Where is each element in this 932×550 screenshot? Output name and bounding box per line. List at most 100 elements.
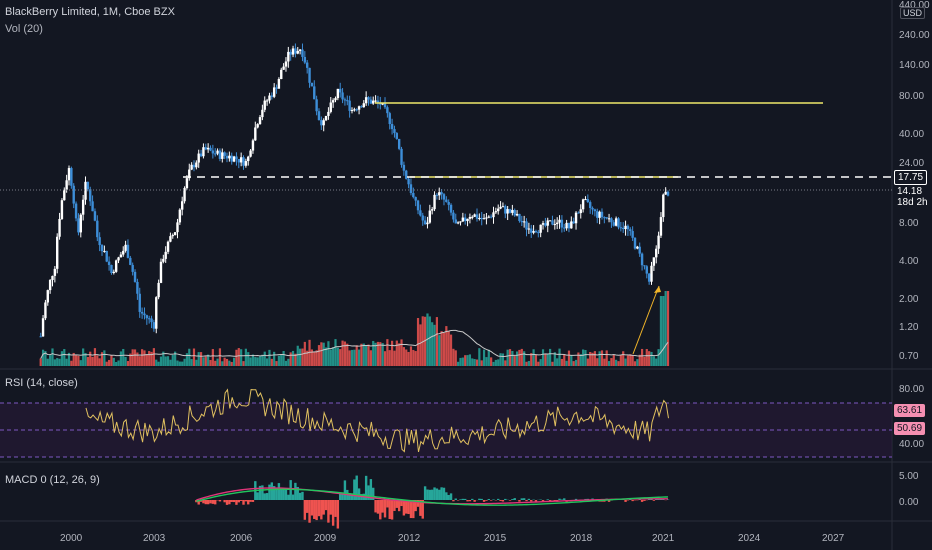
volume-bar <box>261 354 264 366</box>
rsi-axis[interactable]: 80.00 40.00 <box>899 384 924 450</box>
macd-histogram-bar <box>339 493 342 500</box>
price-axis[interactable]: 440.00 240.00 140.00 80.00 40.00 24.00 8… <box>899 0 930 362</box>
macd-histogram-bar <box>301 491 304 500</box>
candle-body <box>110 264 113 273</box>
macd-histogram-bar <box>480 498 483 500</box>
candle-body <box>353 109 356 111</box>
candle-body <box>150 318 153 323</box>
candle-body <box>619 227 623 229</box>
macd-histogram-bar <box>369 479 373 500</box>
volume-bar <box>322 342 325 366</box>
volume-bar <box>471 358 474 366</box>
volume-bar <box>570 355 573 366</box>
volume-bar <box>110 355 113 366</box>
volume-bar <box>51 348 54 366</box>
macd-histogram-bar <box>574 498 578 500</box>
time-axis[interactable]: 2000 2003 2006 2009 2012 2015 2018 2021 … <box>60 533 845 544</box>
symbol-title[interactable]: BlackBerry Limited, 1M, Cboe BZX <box>5 6 175 18</box>
volume-bar <box>518 349 521 366</box>
macd-histogram-bar <box>228 500 231 505</box>
candle-body <box>565 222 568 229</box>
volume-bar <box>350 349 354 366</box>
candle-body <box>520 220 523 223</box>
candle-body <box>81 199 85 215</box>
candle-body <box>423 220 427 225</box>
macd-histogram-bar <box>447 494 450 500</box>
macd-histogram-bar <box>449 493 453 500</box>
time-tick: 2012 <box>398 533 421 544</box>
candle-body <box>221 152 224 159</box>
macd-histogram-bar <box>522 498 526 500</box>
volume-bar <box>228 360 231 366</box>
rsi-tick: 80.00 <box>899 384 924 395</box>
volume-bar <box>365 344 368 366</box>
volume-bar <box>291 350 295 366</box>
candle-body <box>331 100 335 103</box>
volume-bar <box>534 354 538 366</box>
macd-tick: 5.00 <box>899 471 919 482</box>
macd-histogram-bar <box>343 480 347 500</box>
currency-badge[interactable]: USD <box>900 7 926 19</box>
macd-histogram-bar <box>381 500 384 513</box>
volume-bar <box>324 347 328 366</box>
macd-histogram-bar <box>461 498 465 500</box>
macd-histogram-bar <box>482 500 486 502</box>
macd-histogram-bar <box>640 500 644 502</box>
volume-bar <box>390 340 394 366</box>
trend-arrow[interactable] <box>632 285 660 355</box>
candle-body <box>254 127 257 141</box>
candle-body <box>185 178 189 189</box>
volume-bar <box>197 352 200 366</box>
volume-bar <box>266 358 269 366</box>
candle-body <box>173 232 177 236</box>
volume-bar <box>296 345 299 366</box>
volume-bar <box>508 349 512 366</box>
volume-bar <box>645 349 648 366</box>
macd-histogram-bar <box>478 498 481 500</box>
volume-bar <box>622 351 625 366</box>
volume-bar <box>46 358 49 366</box>
candle-body <box>67 168 71 181</box>
candle-body <box>504 206 507 214</box>
macd-axis[interactable]: 5.00 0.00 <box>899 471 919 508</box>
candle-body <box>376 100 380 103</box>
macd-histogram-bar <box>256 492 259 500</box>
macd-histogram-bar <box>277 483 281 500</box>
candle-body <box>310 82 314 87</box>
volume-bar <box>565 360 568 366</box>
volume-bar <box>341 340 344 366</box>
candle-body <box>383 103 387 108</box>
volume-bar <box>414 351 417 366</box>
candle-body <box>466 218 469 222</box>
volume-bar <box>86 356 89 366</box>
macd-histogram-bar <box>631 500 634 502</box>
candle-body <box>442 194 446 200</box>
candle-body <box>44 302 47 319</box>
volume-bar <box>223 357 226 366</box>
candle-body <box>105 250 108 262</box>
macd-label[interactable]: MACD 0 (12, 26, 9) <box>5 474 100 486</box>
rsi-label[interactable]: RSI (14, close) <box>5 377 78 389</box>
candle-body <box>251 140 255 151</box>
volume-bar <box>98 358 101 366</box>
volume-bar <box>372 340 375 366</box>
macd-histogram-bar <box>320 500 323 520</box>
volume-bar <box>211 349 214 366</box>
candle-body <box>272 87 276 97</box>
volume-indicator-label[interactable]: Vol (20) <box>5 23 43 35</box>
volume-bar <box>629 354 632 366</box>
candle-body <box>122 250 125 255</box>
volume-bar <box>91 356 94 366</box>
candle-body <box>600 211 604 218</box>
macd-histogram-bar <box>284 489 288 500</box>
candle-body <box>480 217 483 220</box>
volume-bar <box>662 296 665 366</box>
time-tick: 2000 <box>60 533 83 544</box>
candle-body <box>218 150 222 159</box>
candle-body <box>622 227 625 230</box>
volume-bar <box>360 343 363 366</box>
volume-bar <box>579 354 582 366</box>
candle-body <box>74 203 78 219</box>
volume-bar <box>235 349 238 366</box>
